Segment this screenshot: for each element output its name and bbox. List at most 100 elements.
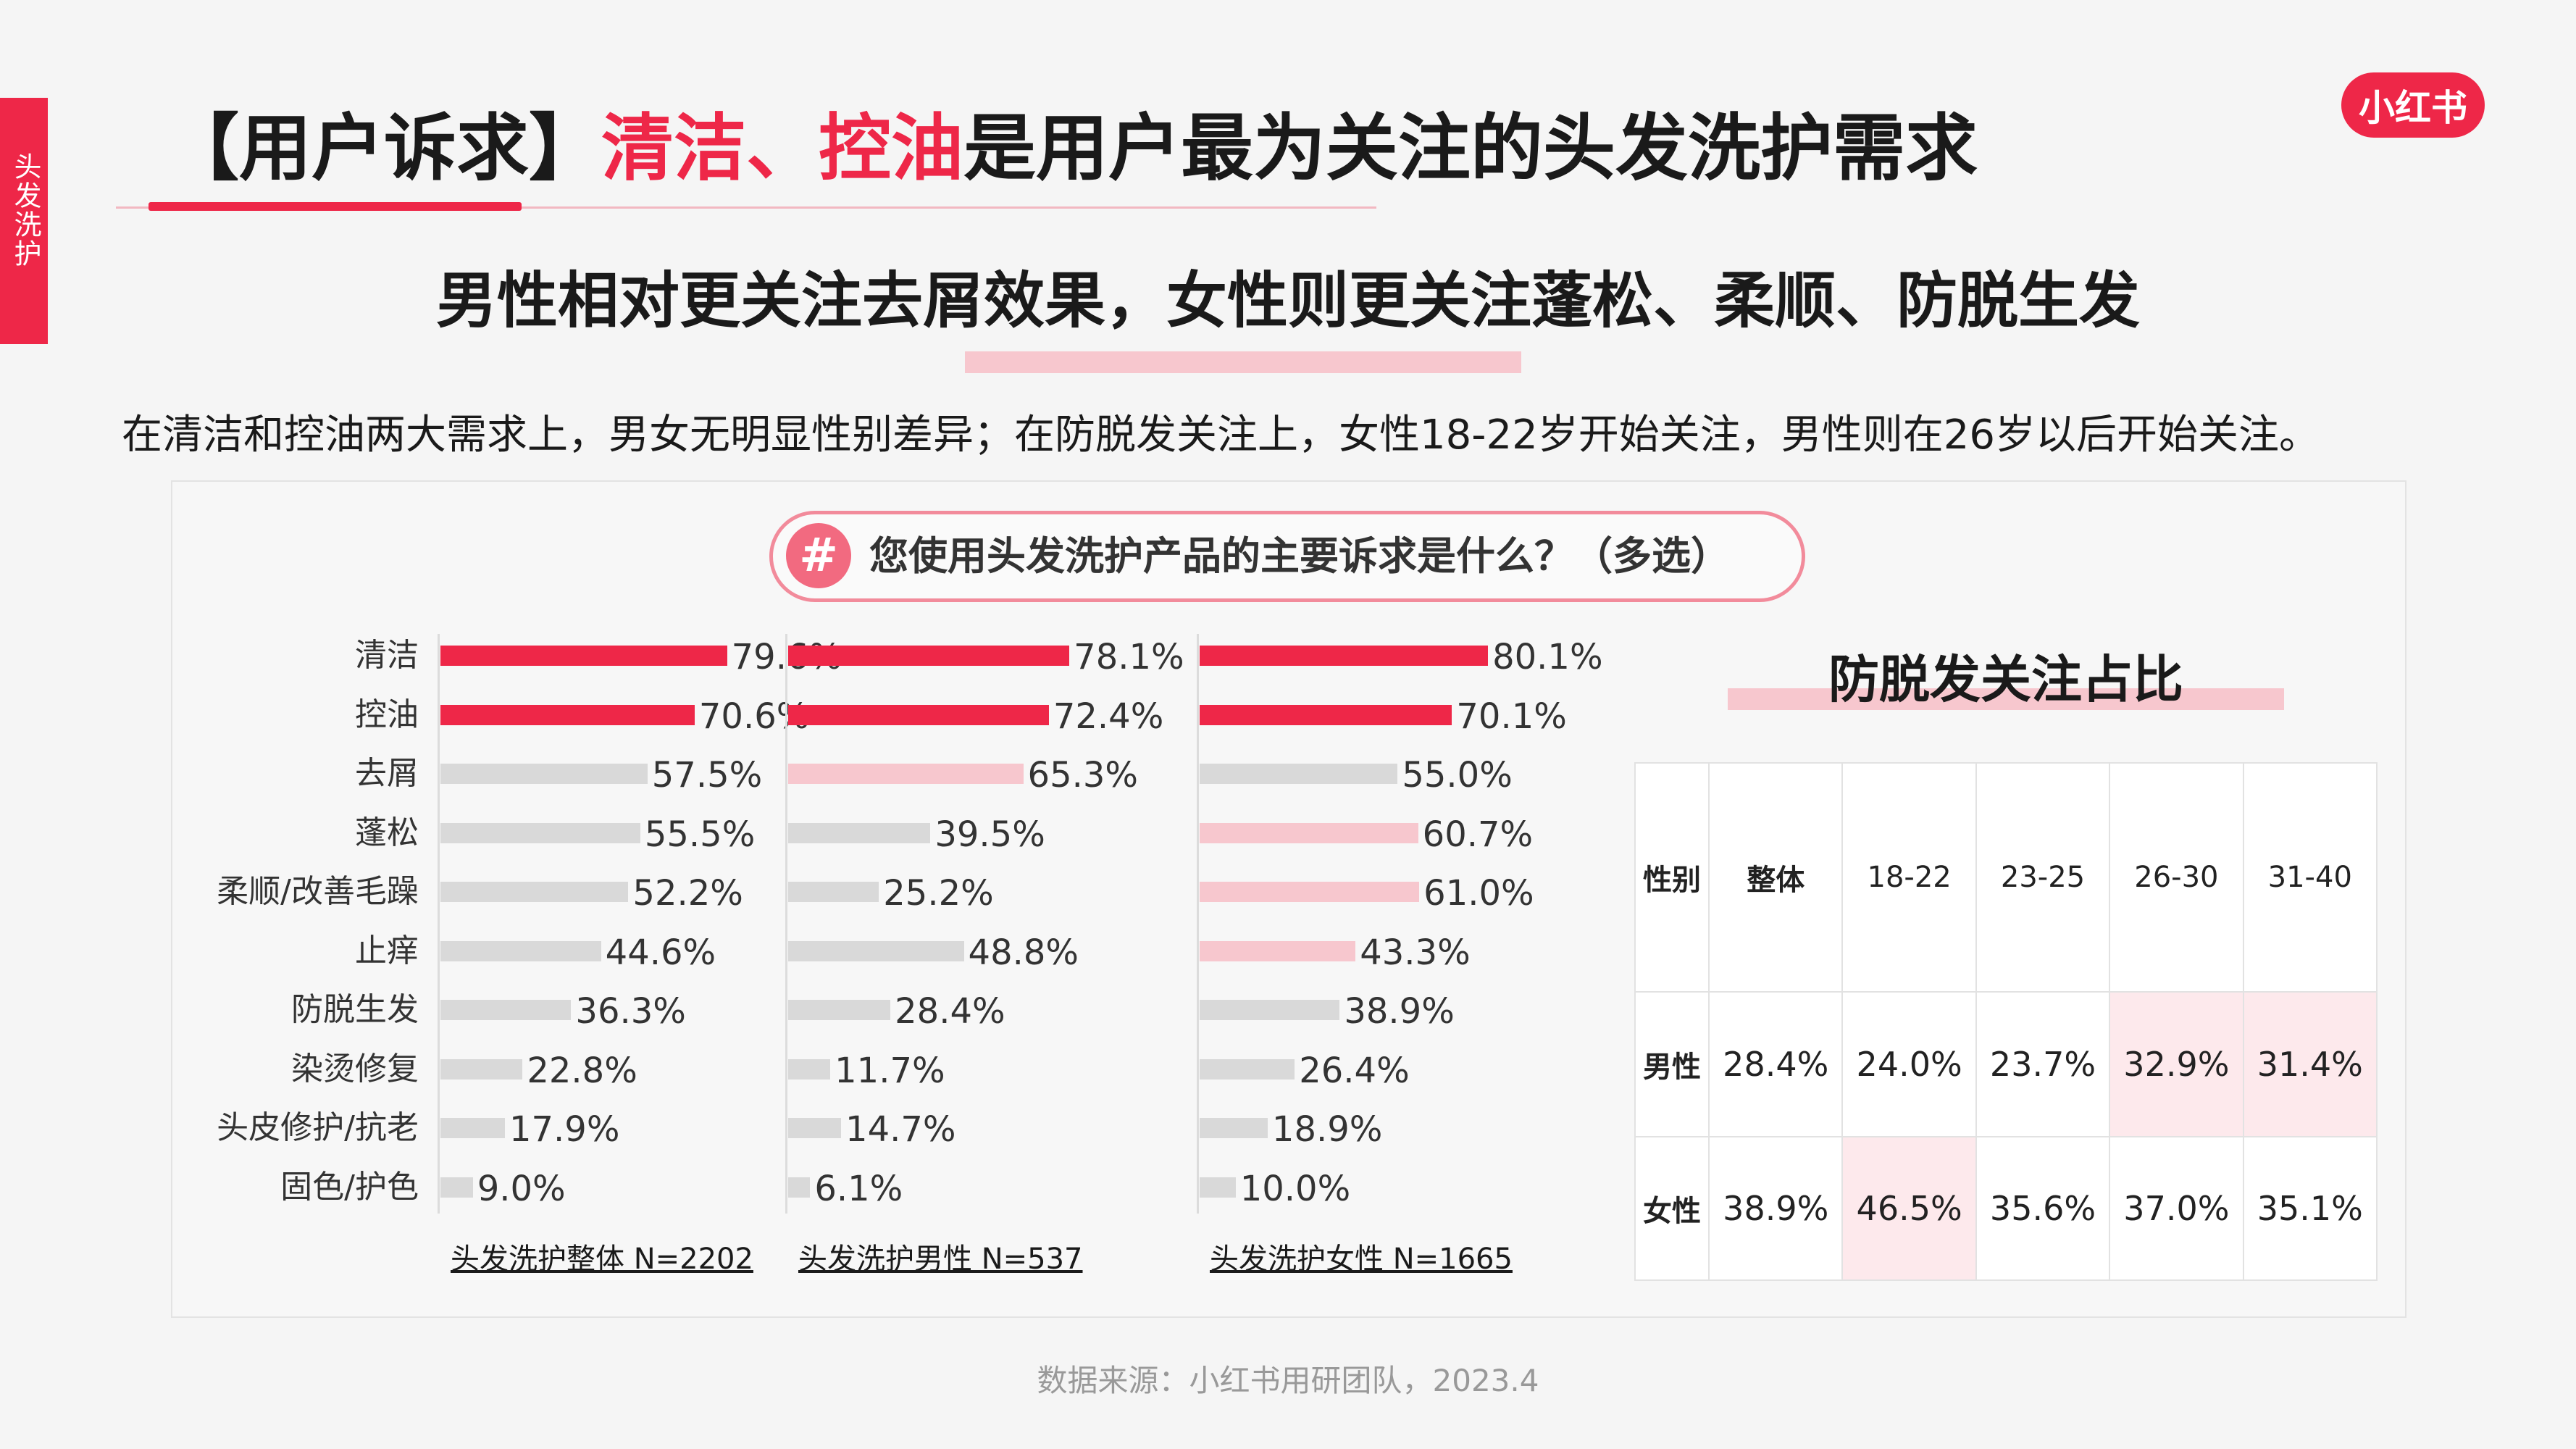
- bar: [440, 1118, 505, 1138]
- bar: [1200, 1058, 1295, 1080]
- category-label: 柔顺/改善毛躁: [217, 873, 419, 910]
- title-prefix: 【用户诉求】: [167, 106, 601, 191]
- table-cell-highlighted: 32.9%: [2109, 991, 2244, 1137]
- data-label: 55.5%: [644, 814, 756, 855]
- category-label: 固色/护色: [280, 1168, 419, 1206]
- data-label: 80.1%: [1492, 637, 1603, 677]
- data-label: 14.7%: [845, 1109, 956, 1150]
- data-label: 28.4%: [895, 991, 1005, 1032]
- data-label: 10.0%: [1239, 1168, 1351, 1209]
- bar: [788, 764, 1024, 784]
- series-label: 头发洗护整体 N=2202: [451, 1243, 753, 1276]
- bar: [1200, 704, 1452, 725]
- table-row: 女性 38.9% 46.5% 35.6% 37.0% 35.1%: [1634, 1136, 2378, 1281]
- table-cell: 28.4%: [1708, 991, 1844, 1137]
- bar: [440, 704, 695, 725]
- question-text: 您使用头发洗护产品的主要诉求是什么？（多选）: [869, 533, 1730, 579]
- table-header-cell: 性别: [1634, 762, 1710, 993]
- bar: [1200, 822, 1418, 843]
- table-cell: 24.0%: [1841, 991, 1977, 1137]
- data-label: 36.3%: [575, 991, 686, 1032]
- category-label: 染烫修复: [291, 1050, 419, 1087]
- row-label-male: 男性: [1634, 991, 1710, 1137]
- side-tab: [0, 98, 48, 344]
- data-label: 44.6%: [605, 932, 716, 973]
- data-label: 48.8%: [968, 932, 1079, 973]
- table-title: 防脱发关注占比: [1828, 650, 2183, 709]
- data-label: 11.7%: [835, 1050, 945, 1091]
- category-label: 控油: [355, 696, 419, 733]
- data-label: 17.9%: [509, 1109, 620, 1150]
- data-label: 78.1%: [1074, 637, 1184, 677]
- table-cell-highlighted: 46.5%: [1841, 1136, 1977, 1281]
- data-label: 61.0%: [1423, 873, 1534, 914]
- bar: [788, 882, 879, 902]
- table-row: 男性 28.4% 24.0% 23.7% 32.9% 31.4%: [1634, 991, 2378, 1137]
- page-title: 【用户诉求】清洁、控油是用户最为关注的头发洗护需求: [167, 101, 1978, 196]
- series-label: 头发洗护女性 N=1665: [1210, 1243, 1513, 1276]
- title-accent-underline: [149, 202, 522, 211]
- bar: [788, 1000, 891, 1020]
- hair-loss-share-table: 性别 整体 18-22 23-25 26-30 31-40 男性 28.4% 2…: [1634, 762, 2378, 1281]
- bar: [1200, 940, 1356, 961]
- data-label: 22.8%: [527, 1050, 637, 1091]
- category-label: 止痒: [355, 932, 419, 969]
- table-cell: 35.1%: [2242, 1136, 2378, 1281]
- data-label: 65.3%: [1027, 755, 1139, 796]
- data-label: 9.0%: [477, 1168, 566, 1209]
- table-header-row: 性别 整体 18-22 23-25 26-30 31-40: [1634, 762, 2378, 993]
- table-cell: 38.9%: [1708, 1136, 1844, 1281]
- data-label: 72.4%: [1053, 696, 1164, 737]
- data-label: 43.3%: [1360, 932, 1471, 973]
- table-cell: 23.7%: [1975, 991, 2111, 1137]
- bar-axis: [1197, 634, 1199, 1214]
- brand-logo: 小红书: [2341, 72, 2485, 138]
- data-label: 6.1%: [814, 1168, 903, 1209]
- category-label: 蓬松: [355, 814, 419, 851]
- bar: [1200, 646, 1489, 666]
- table-header-cell: 整体: [1708, 762, 1844, 993]
- bar: [440, 882, 629, 902]
- row-label-female: 女性: [1634, 1136, 1710, 1281]
- data-label: 39.5%: [934, 814, 1045, 855]
- bar-axis: [785, 634, 787, 1214]
- bar: [440, 822, 640, 843]
- bar: [788, 704, 1049, 725]
- category-label: 防脱生发: [291, 991, 419, 1028]
- bar: [1200, 1118, 1268, 1138]
- data-label: 70.1%: [1456, 696, 1567, 737]
- data-label: 60.7%: [1422, 814, 1534, 855]
- bar-axis: [438, 634, 440, 1214]
- data-label: 52.2%: [632, 873, 743, 914]
- data-label: 25.2%: [883, 873, 994, 914]
- bar: [1200, 764, 1398, 784]
- bar: [440, 1177, 473, 1198]
- title-suffix: 是用户最为关注的头发洗护需求: [963, 106, 1978, 191]
- bar: [440, 764, 648, 784]
- table-cell: 35.6%: [1975, 1136, 2111, 1281]
- table-cell-highlighted: 31.4%: [2242, 991, 2378, 1137]
- data-source: 数据来源：小红书用研团队，2023.4: [1037, 1363, 1539, 1398]
- data-label: 57.5%: [651, 755, 763, 796]
- category-label: 清洁: [355, 637, 419, 674]
- bar: [788, 1058, 831, 1080]
- data-label: 18.9%: [1271, 1109, 1383, 1150]
- table-cell: 37.0%: [2109, 1136, 2244, 1281]
- bar: [788, 1177, 811, 1198]
- bar: [1200, 1000, 1340, 1020]
- side-tab-label: 头发洗护: [9, 152, 41, 268]
- bar: [788, 822, 931, 843]
- subtitle: 男性相对更关注去屑效果，女性则更关注蓬松、柔顺、防脱生发: [435, 265, 2140, 336]
- bar: [440, 940, 601, 961]
- table-header-cell: 31-40: [2242, 762, 2378, 993]
- bar: [1200, 1177, 1236, 1198]
- hashtag-icon: #: [786, 523, 851, 588]
- data-label: 38.9%: [1344, 991, 1455, 1032]
- bar: [440, 1000, 572, 1020]
- subtitle-highlight-bar: [965, 351, 1521, 373]
- data-label: 55.0%: [1402, 755, 1513, 796]
- category-label: 去屑: [355, 755, 419, 792]
- table-header-cell: 23-25: [1975, 762, 2111, 993]
- table-header-cell: 26-30: [2109, 762, 2244, 993]
- data-label: 26.4%: [1299, 1050, 1410, 1091]
